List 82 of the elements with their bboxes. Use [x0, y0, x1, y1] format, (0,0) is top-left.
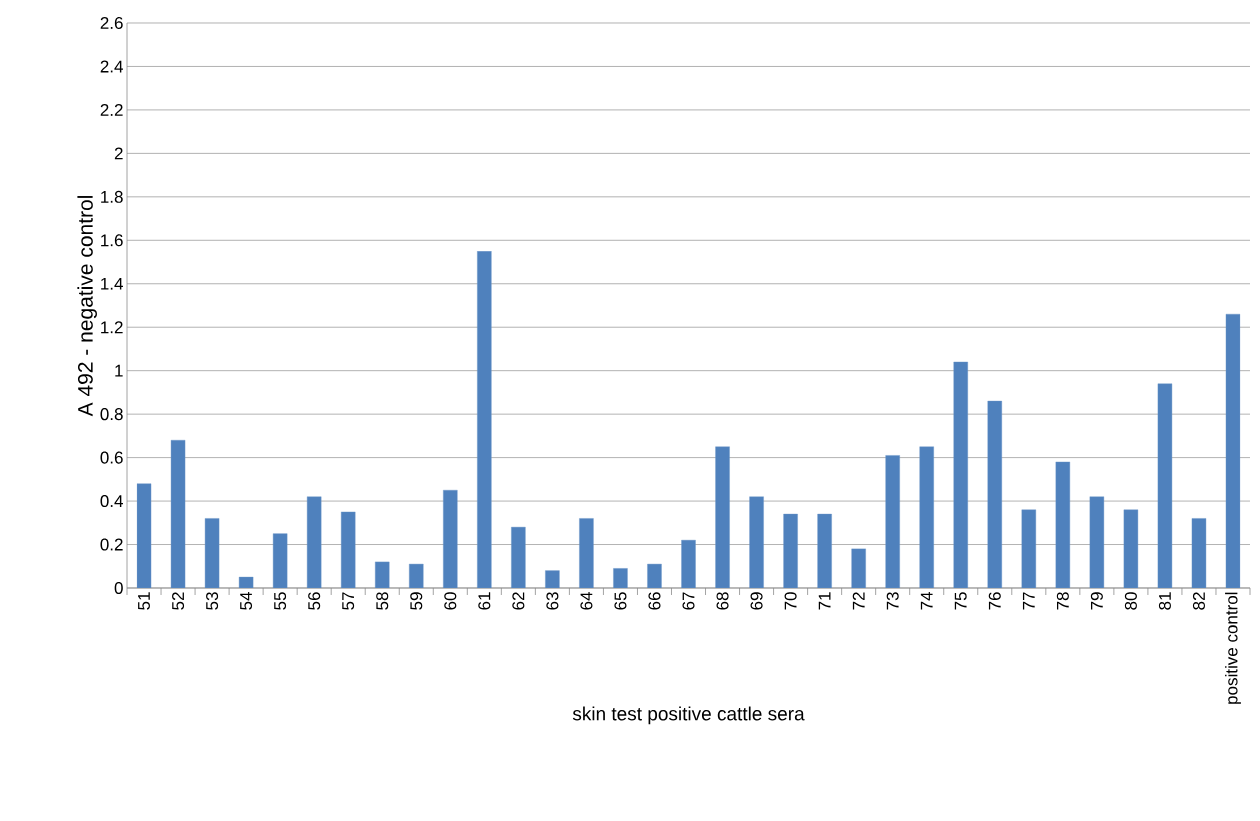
x-tick-label: 66 [648, 592, 661, 610]
bar [1123, 509, 1139, 588]
bar [238, 576, 254, 588]
bar [1225, 313, 1241, 588]
y-tick-label: 2 [114, 147, 123, 160]
x-tick-label: 71 [818, 592, 831, 610]
x-tick-label: 68 [716, 592, 729, 610]
x-tick-label: 81 [1158, 592, 1171, 610]
bar [1157, 383, 1173, 588]
x-tick-label: 74 [920, 592, 933, 610]
bar [715, 446, 730, 588]
bar [443, 490, 458, 588]
bar [647, 563, 662, 588]
bar [477, 250, 492, 588]
bar [511, 526, 526, 588]
x-tick-label: 57 [342, 592, 355, 610]
y-tick-label: 0.2 [100, 538, 123, 551]
x-tick-label: 72 [852, 592, 865, 610]
y-tick-label: 0 [114, 581, 123, 595]
bar [885, 455, 900, 588]
x-tick-label: 58 [376, 592, 389, 610]
x-tick-label: positive control [1225, 592, 1241, 704]
y-tick-label: 2.4 [100, 60, 123, 73]
x-tick-label: 56 [308, 592, 321, 610]
bar [409, 563, 424, 588]
x-tick-label: 69 [750, 592, 763, 610]
x-tick-label: 67 [682, 592, 695, 610]
x-tick-label: 78 [1056, 592, 1069, 610]
x-tick-label: 59 [410, 592, 423, 610]
x-tick-label: 63 [546, 592, 559, 610]
bar [545, 570, 560, 588]
y-tick-label: 1.2 [101, 321, 123, 334]
bar [749, 496, 764, 588]
x-tick-label: 60 [444, 592, 457, 610]
x-tick-label: 51 [138, 592, 150, 610]
x-axis-title: skin test positive cattle sera [572, 706, 805, 725]
y-tick-label: 1.4 [101, 277, 123, 290]
y-axis-title: A 492 - negative control [77, 196, 97, 417]
bar [1021, 509, 1037, 588]
bar [1191, 518, 1207, 588]
bar [170, 440, 186, 588]
bar [204, 518, 220, 588]
x-tick-label: 65 [614, 592, 627, 610]
x-tick-label: 64 [580, 592, 593, 610]
x-tick-label: 82 [1192, 592, 1205, 610]
bar [341, 511, 356, 588]
x-tick-label: 70 [784, 592, 797, 610]
y-tick-label: 2.6 [100, 16, 123, 30]
bar [306, 496, 322, 588]
y-tick-label: 1.6 [101, 234, 123, 247]
x-tick-label: 80 [1124, 592, 1137, 610]
x-tick-label: 76 [988, 592, 1001, 610]
x-tick-label: 53 [206, 592, 219, 610]
x-tick-label: 52 [172, 592, 185, 610]
bar [272, 533, 288, 588]
bar [817, 513, 832, 588]
x-tick-label: 62 [512, 592, 525, 610]
x-tick-label: 61 [478, 592, 491, 610]
x-tick-label: 54 [240, 592, 253, 610]
y-tick-label: 2.2 [100, 103, 123, 116]
bar [783, 513, 798, 588]
bar [136, 483, 152, 588]
bar [613, 568, 628, 588]
bar [851, 548, 866, 588]
x-tick-label: 79 [1090, 592, 1103, 610]
y-tick-label: 0.8 [100, 408, 123, 421]
bar [919, 446, 934, 588]
y-tick-label: 1 [115, 364, 123, 377]
y-tick-label: 1.8 [101, 190, 123, 203]
x-tick-label: 77 [1022, 592, 1035, 610]
x-tick-label: 73 [886, 592, 899, 610]
bar [1055, 461, 1071, 588]
bar [1089, 496, 1105, 588]
bar [953, 361, 968, 588]
bar [681, 539, 696, 588]
bar [987, 400, 1002, 588]
x-tick-label: 55 [274, 592, 287, 610]
x-tick-label: 75 [954, 592, 967, 610]
bar [375, 561, 390, 588]
y-tick-label: 0.6 [100, 451, 123, 464]
bar [579, 518, 594, 588]
y-tick-label: 0.4 [100, 495, 123, 508]
